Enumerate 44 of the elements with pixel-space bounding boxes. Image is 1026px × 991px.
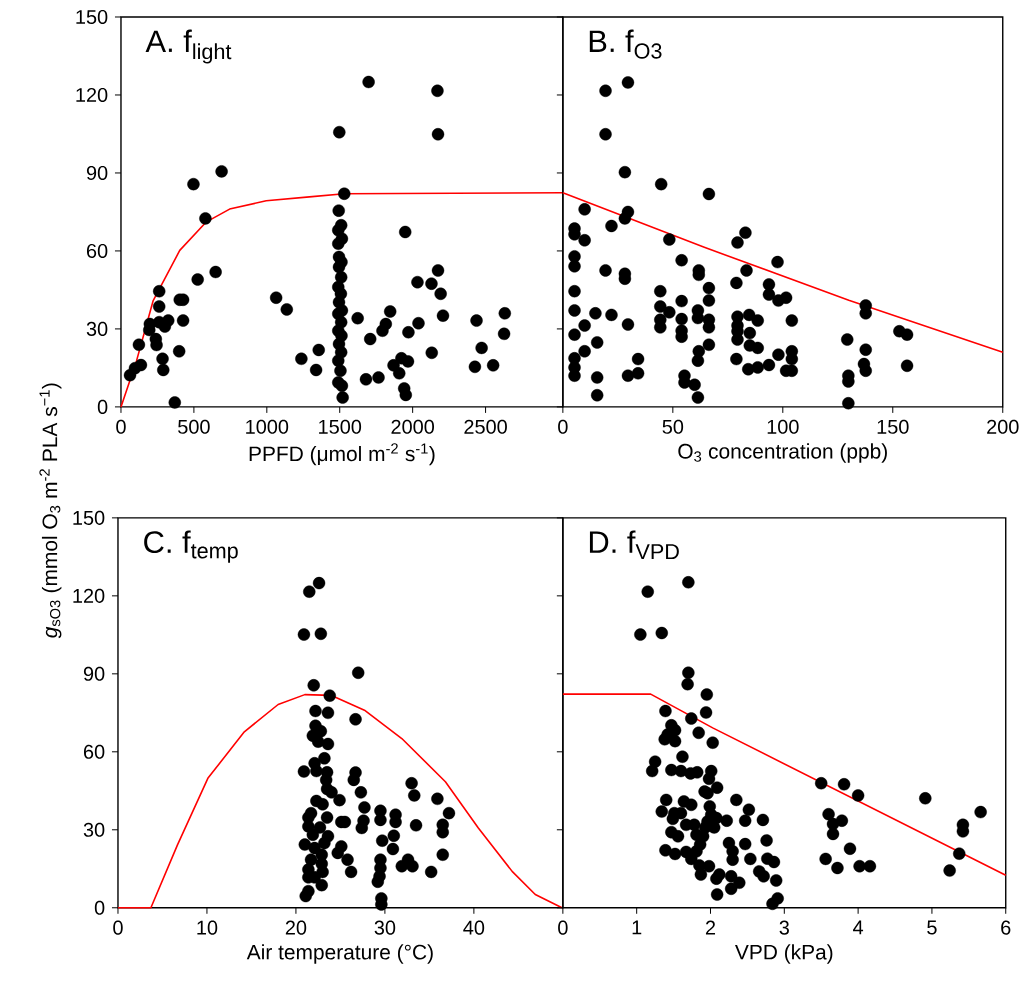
x-tick-label: 150 [877, 419, 909, 434]
x-tick-label: 6 [1001, 920, 1011, 935]
y-tick-label: 90 [83, 666, 105, 681]
x-tick-label: 0 [116, 419, 126, 434]
x-axis-title: PPFD (μmol m$^{-2}$ s$^{-1}$) [249, 443, 435, 466]
x-tick-label: 1 [632, 920, 642, 935]
y-tick-label: 60 [84, 744, 105, 759]
y-tick-label: 150 [76, 10, 108, 25]
x-tick-label: 2500 [464, 419, 507, 434]
x-axis-title: O$_{3}$ concentration (ppb) [678, 443, 887, 463]
x-tick-label: 5 [927, 920, 937, 935]
y-tick-label: 90 [86, 166, 108, 181]
y-tick-label: 120 [73, 588, 105, 604]
x-tick-label: 20 [285, 920, 307, 935]
x-tick-label: 40 [463, 920, 485, 935]
x-tick-label: 1500 [319, 419, 362, 434]
chart-title: D. f$_{VPD}$ [589, 530, 679, 560]
chart-title: C. f$_{temp}$ [144, 530, 238, 563]
x-axis-title: Air temperature (°C) [246, 944, 433, 964]
x-tick-label: 100 [767, 419, 799, 434]
x-tick-label: 3 [779, 920, 789, 935]
chart-title: A. f$_{light}$ [145, 29, 232, 64]
x-tick-label: 4 [853, 920, 864, 935]
chart-title: B. f$_{O3}$ [589, 29, 662, 59]
x-tick-label: 500 [178, 419, 210, 434]
y-tick-label: 0 [94, 900, 105, 915]
x-tick-label: 0 [113, 920, 123, 935]
x-tick-label: 50 [662, 419, 684, 434]
x-tick-label: 1000 [246, 419, 289, 434]
y-tick-label: 60 [87, 244, 108, 259]
x-tick-label: 30 [374, 920, 396, 935]
x-tick-label: 0 [558, 419, 568, 434]
x-tick-label: 200 [987, 419, 1019, 434]
x-tick-label: 2 [705, 920, 716, 935]
y-tick-label: 30 [86, 322, 108, 337]
y-tick-label: 120 [76, 88, 108, 103]
y-tick-label: 0 [97, 399, 108, 415]
x-tick-label: 0 [558, 920, 568, 935]
y-tick-label: 30 [83, 822, 105, 837]
x-axis-title: VPD (kPa) [735, 944, 833, 964]
x-tick-label: 2000 [391, 419, 435, 434]
y-tick-label: 150 [73, 510, 105, 526]
x-tick-label: 10 [197, 920, 218, 935]
text: g$_{sO3}$ (mmol O$_{3}$ m$^{-2}$ PLA s$^{−1}$) [39, 383, 62, 639]
